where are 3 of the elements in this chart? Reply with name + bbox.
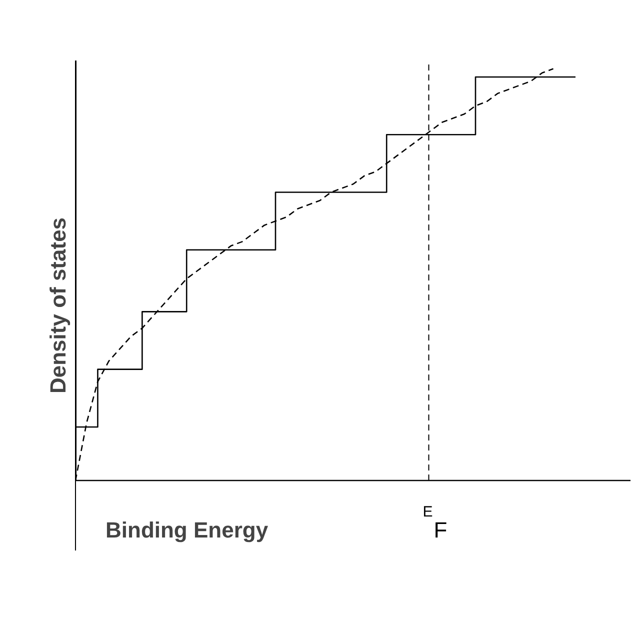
y-axis-title: Density of states: [46, 217, 70, 394]
text: EF: [422, 504, 448, 542]
x-axis-title: Binding Energy: [106, 518, 269, 542]
